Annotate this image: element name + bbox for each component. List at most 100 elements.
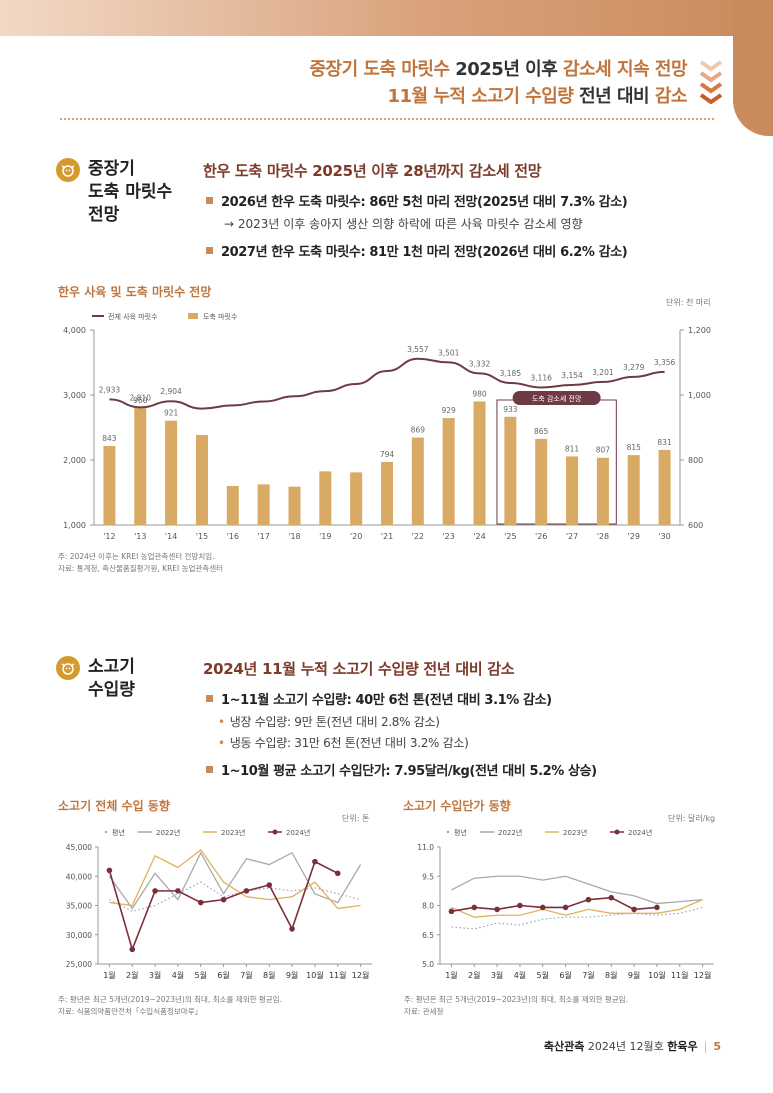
bar bbox=[134, 408, 147, 525]
import-price-chart: 평년 2022년 2023년 2024년 5.0 6.5 8.0 9.5 11.0 1월 2월 3월 4… bbox=[417, 828, 714, 980]
x-tick-label: '13 bbox=[134, 532, 146, 541]
legend-marker bbox=[614, 829, 620, 835]
chart2-notes: 주: 평년은 최근 5개년(2019~2023년)의 최대, 최소를 제외한 평… bbox=[58, 995, 282, 1016]
top-color-band bbox=[0, 0, 773, 36]
bar bbox=[165, 420, 178, 525]
bar-label: 831 bbox=[657, 438, 672, 447]
bar bbox=[473, 401, 486, 525]
y-tick-label: 11.0 bbox=[417, 843, 434, 852]
series-line bbox=[108, 860, 339, 952]
section2-heading: 2024년 11월 누적 소고기 수입량 전년 대비 감소 bbox=[203, 660, 515, 678]
y-tick-label-right: 800 bbox=[688, 456, 703, 465]
x-tick-label: '27 bbox=[566, 532, 578, 541]
data-point bbox=[243, 888, 250, 894]
y-tick-label-right: 1,200 bbox=[688, 326, 711, 335]
y-tick-label: 30,000 bbox=[66, 931, 92, 940]
y-tick-label: 25,000 bbox=[66, 960, 92, 969]
bar bbox=[596, 457, 609, 525]
legend-label: 2024년 bbox=[628, 828, 652, 837]
corner-decoration bbox=[733, 0, 773, 136]
series-line bbox=[108, 851, 362, 910]
chart3-notes: 주: 평년은 최근 5개년(2019~2023년)의 최대, 최소를 제외한 평… bbox=[404, 995, 628, 1016]
x-tick-label: '28 bbox=[597, 532, 609, 541]
x-tick-label: 3월 bbox=[491, 970, 503, 980]
x-tick-label: 4월 bbox=[514, 970, 526, 980]
x-tick-label: '19 bbox=[319, 532, 331, 541]
section2-title: 소고기 수입량 bbox=[88, 657, 135, 700]
chevron-down-icon bbox=[699, 60, 723, 104]
data-point bbox=[289, 926, 295, 932]
data-point bbox=[266, 882, 273, 888]
line-label: 3,356 bbox=[654, 358, 676, 367]
x-tick-label: '25 bbox=[504, 532, 516, 541]
x-tick-label: '29 bbox=[628, 532, 640, 541]
legend-label: 2023년 bbox=[221, 828, 245, 837]
series-line bbox=[451, 906, 703, 930]
y-tick-label: 40,000 bbox=[66, 872, 92, 881]
line-label: 3,185 bbox=[500, 369, 522, 378]
data-point bbox=[152, 888, 158, 894]
x-tick-label: 1월 bbox=[445, 970, 457, 980]
chart1-notes: 주: 2024년 이후는 KREI 농업관측센터 전망치임. 자료: 통계청, … bbox=[58, 552, 224, 573]
line-label: 3,501 bbox=[438, 348, 460, 357]
x-tick-label: 9월 bbox=[286, 970, 298, 980]
bar-label: 794 bbox=[380, 450, 395, 459]
x-tick-label: 11월 bbox=[671, 970, 689, 980]
x-tick-label: 9월 bbox=[628, 970, 640, 980]
y-tick-label-left: 2,000 bbox=[63, 456, 86, 465]
bar-label: 929 bbox=[442, 406, 457, 415]
section1-title: 중장기 도축 마릿수 전망 bbox=[88, 159, 173, 225]
data-point bbox=[334, 870, 341, 877]
line-label: 2,904 bbox=[160, 387, 182, 396]
y-tick-label-right: 1,000 bbox=[688, 391, 711, 400]
y-tick-label-left: 4,000 bbox=[63, 326, 86, 335]
x-tick-label: 7월 bbox=[582, 970, 594, 980]
bar bbox=[627, 455, 640, 525]
x-tick-label: '26 bbox=[535, 532, 547, 541]
legend-label: 평년 bbox=[454, 828, 467, 837]
bar-label: 811 bbox=[565, 444, 580, 453]
bar bbox=[504, 416, 517, 525]
x-tick-label: '20 bbox=[350, 532, 362, 541]
legend-label: 2024년 bbox=[286, 828, 310, 837]
bar bbox=[566, 456, 579, 525]
y-tick-label-left: 1,000 bbox=[63, 521, 86, 530]
legend-swatch bbox=[446, 830, 450, 834]
x-tick-label: '16 bbox=[227, 532, 239, 541]
data-point bbox=[517, 902, 523, 909]
legend-label: 2022년 bbox=[156, 828, 180, 837]
chart3-unit: 단위: 달러/kg bbox=[668, 814, 716, 823]
chart1-unit: 단위: 천 마리 bbox=[666, 298, 711, 307]
chart1-title: 한우 사육 및 도축 마릿수 전망 bbox=[58, 285, 212, 299]
total-livestock-line bbox=[109, 357, 665, 410]
bar-label: 869 bbox=[411, 426, 426, 435]
x-tick-label: 12월 bbox=[352, 970, 370, 980]
beef-icon bbox=[56, 656, 80, 680]
x-tick-label: 1월 bbox=[103, 970, 115, 980]
series-line bbox=[451, 896, 657, 913]
data-point bbox=[585, 896, 592, 903]
x-tick-label: 2월 bbox=[126, 970, 138, 980]
bar-label: 865 bbox=[534, 427, 549, 436]
x-tick-label: '22 bbox=[412, 532, 424, 541]
chart3-title: 소고기 수입단가 동향 bbox=[403, 799, 511, 813]
page-headline: 중장기 도축 마릿수 2025년 이후 감소세 지속 전망 11월 누적 소고기… bbox=[309, 56, 687, 110]
data-point bbox=[197, 899, 204, 906]
bar bbox=[195, 434, 208, 525]
line-label: 3,557 bbox=[407, 345, 429, 354]
annotation-label: 도축 감소세 전망 bbox=[532, 394, 582, 403]
bar-label: 960 bbox=[133, 396, 148, 405]
x-tick-label: 8월 bbox=[605, 970, 617, 980]
bar bbox=[226, 486, 239, 525]
y-tick-label: 45,000 bbox=[66, 843, 92, 852]
data-point bbox=[471, 904, 478, 911]
data-point bbox=[220, 896, 227, 903]
x-tick-label: 10월 bbox=[648, 970, 666, 980]
y-tick-label: 35,000 bbox=[66, 902, 92, 911]
line-label: 3,279 bbox=[623, 363, 645, 372]
x-tick-label: 11월 bbox=[329, 970, 347, 980]
section1-bullet-1-sub: → 2023년 이후 송아지 생산 의향 하락에 따른 사육 마릿수 감소세 영… bbox=[224, 217, 583, 231]
x-tick-label: 5월 bbox=[195, 970, 207, 980]
x-tick-label: '17 bbox=[257, 532, 269, 541]
data-point bbox=[175, 888, 181, 894]
